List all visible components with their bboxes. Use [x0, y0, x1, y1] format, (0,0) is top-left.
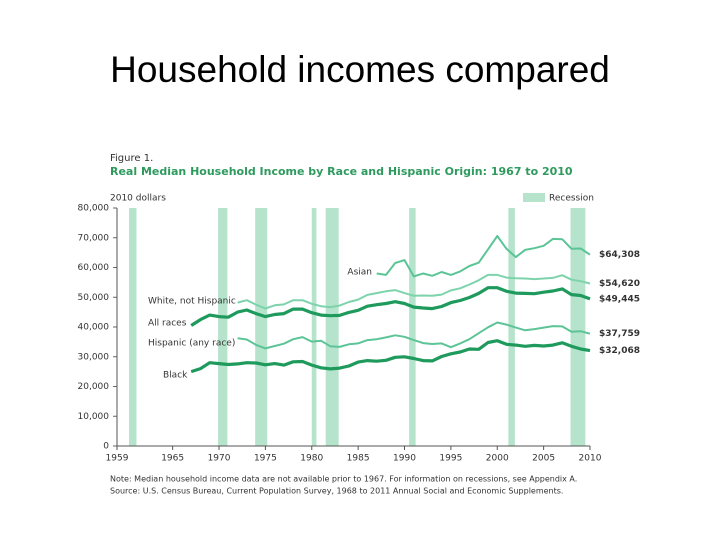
series-line: [190, 286, 591, 327]
x-tick-label: 1985: [347, 454, 370, 464]
figure-label: Figure 1.: [110, 153, 153, 164]
series-line: [376, 235, 591, 278]
recession-band: [255, 208, 268, 446]
series-label: All races: [148, 319, 187, 329]
x-tick-label: 1995: [439, 454, 462, 464]
note: Note: Median household income data are n…: [110, 475, 577, 484]
x-tick-label: 1990: [393, 454, 416, 464]
recession-band: [409, 208, 416, 446]
end-value-label: $32,068: [599, 346, 640, 356]
x-tick-label: 1970: [208, 454, 231, 464]
series-label: Hispanic (any race): [148, 339, 235, 349]
x-tick-label: 1965: [161, 454, 184, 464]
series-label: Black: [163, 371, 188, 381]
end-value-label: $37,759: [599, 329, 640, 339]
x-tick-label: 2000: [486, 454, 509, 464]
recession-band: [218, 208, 228, 446]
x-tick-label: 2005: [532, 454, 555, 464]
y-tick-label: 60,000: [78, 263, 110, 273]
y-tick-label: 50,000: [78, 293, 110, 303]
recession-legend: Recession: [549, 194, 594, 204]
recession-band: [570, 208, 586, 446]
y-tick-label: 40,000: [78, 323, 110, 333]
y-axis-label: 2010 dollars: [110, 194, 166, 204]
y-tick-label: 20,000: [78, 382, 110, 392]
series-line: [190, 339, 591, 374]
recession-band: [129, 208, 137, 446]
end-value-label: $64,308: [599, 250, 640, 260]
y-tick-label: 0: [103, 442, 109, 452]
slide-title: Household incomes compared: [110, 49, 610, 90]
recession-band: [325, 208, 339, 446]
series-line: [237, 273, 591, 310]
x-tick-label: 1959: [106, 454, 129, 464]
y-tick-label: 30,000: [78, 352, 110, 362]
x-tick-label: 2010: [579, 454, 602, 464]
y-tick-label: 70,000: [78, 233, 110, 243]
chart-title: Real Median Household Income by Race and…: [110, 165, 573, 178]
x-tick-label: 1980: [300, 454, 323, 464]
series-label: Asian: [347, 268, 372, 278]
series-label: White, not Hispanic: [148, 297, 236, 307]
end-value-label: $49,445: [599, 294, 640, 304]
series-line: [237, 321, 591, 350]
recession-swatch: [523, 193, 545, 202]
y-tick-label: 80,000: [78, 204, 110, 214]
note: Source: U.S. Census Bureau, Current Popu…: [110, 487, 563, 496]
recession-band: [311, 208, 317, 446]
end-value-label: $54,620: [599, 279, 640, 289]
x-tick-label: 1975: [254, 454, 277, 464]
y-tick-label: 10,000: [78, 412, 110, 422]
